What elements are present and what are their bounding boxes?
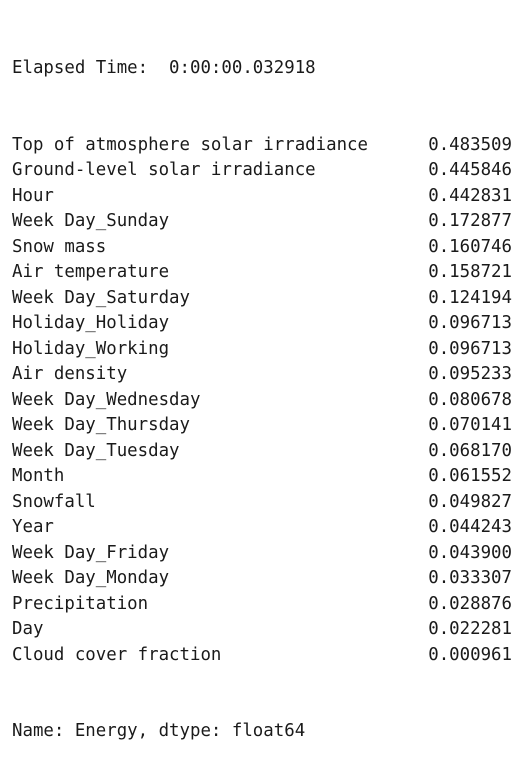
series-row: Week Day_Friday 0.043900 (12, 541, 512, 567)
series-row: Snowfall 0.049827 (12, 490, 512, 516)
series-footer: Name: Energy, dtype: float64 (12, 721, 306, 741)
series-row-name: Week Day_Monday (12, 568, 170, 588)
series-row-name: Week Day_Friday (12, 542, 170, 563)
series-row-value: 0.160746 (428, 236, 512, 257)
elapsed-time-line: Elapsed Time: 0:00:00.032918 (12, 58, 316, 78)
series-row: Week Day_Saturday 0.124194 (12, 286, 512, 312)
series-row-value: 0.049827 (428, 491, 512, 512)
series-row: Holiday_Working 0.096713 (12, 337, 512, 363)
series-row: Top of atmosphere solar irradiance 0.4835… (12, 133, 512, 159)
series-row-name: Top of atmosphere solar irradiance (12, 134, 368, 155)
series-row: Ground-level solar irradiance 0.445846 (12, 158, 512, 184)
series-row-value: 0.033307 (428, 568, 512, 588)
series-row: Day 0.022281 (12, 617, 512, 643)
series-row-value: 0.022281 (428, 619, 512, 639)
series-row-value: 0.096713 (428, 338, 512, 359)
series-row: Holiday_Holiday 0.096713 (12, 311, 512, 337)
series-row: Week Day_Sunday 0.172877 (12, 209, 512, 235)
series-row-name: Holiday_Holiday (12, 313, 170, 333)
series-row: Precipitation 0.028876 (12, 592, 512, 618)
series-row-value: 0.442831 (428, 185, 512, 206)
series-row-value: 0.483509 (428, 134, 512, 155)
series-row-name: Week Day_Tuesday (12, 440, 180, 461)
series-row-name: Snow mass (12, 236, 107, 257)
series-row-name: Month (12, 466, 65, 486)
series-row-value: 0.158721 (428, 262, 512, 282)
series-row-name: Day (12, 619, 44, 639)
series-row: Week Day_Monday 0.033307 (12, 566, 512, 592)
series-row: Year 0.044243 (12, 515, 512, 541)
series-row-name: Year (12, 517, 54, 537)
series-row-name: Week Day_Saturday (12, 287, 190, 308)
series-row-value: 0.080678 (428, 389, 512, 410)
series-row: Air density 0.095233 (12, 362, 512, 388)
series-row: Week Day_Thursday 0.070141 (12, 413, 512, 439)
series-row-name: Week Day_Sunday (12, 211, 170, 231)
series-row: Hour 0.442831 (12, 184, 512, 210)
series-row: Snow mass 0.160746 (12, 235, 512, 261)
series-row-value: 0.028876 (428, 593, 512, 614)
series-row-name: Week Day_Thursday (12, 415, 190, 435)
series-row-name: Ground-level solar irradiance (12, 160, 316, 180)
series-row-name: Hour (12, 185, 54, 206)
series-row-name: Precipitation (12, 593, 149, 614)
series-rows: Top of atmosphere solar irradiance 0.4835… (12, 133, 512, 669)
series-row: Week Day_Tuesday 0.068170 (12, 439, 512, 465)
series-row-value: 0.445846 (428, 160, 512, 180)
console-output: Elapsed Time: 0:00:00.032918 Top of atmo… (12, 5, 512, 770)
series-row-value: 0.070141 (428, 415, 512, 435)
series-row-value: 0.172877 (428, 211, 512, 231)
series-row: Week Day_Wednesday 0.080678 (12, 388, 512, 414)
series-row-name: Week Day_Wednesday (12, 389, 201, 410)
series-row-name: Cloud cover fraction (12, 644, 222, 665)
series-row-name: Holiday_Working (12, 338, 170, 359)
series-row-value: 0.061552 (428, 466, 512, 486)
series-row-name: Air density (12, 364, 128, 384)
series-row-value: 0.124194 (428, 287, 512, 308)
series-row-value: 0.044243 (428, 517, 512, 537)
series-row-value: 0.043900 (428, 542, 512, 563)
series-row-value: 0.096713 (428, 313, 512, 333)
series-row-value: 0.095233 (428, 364, 512, 384)
series-row-name: Snowfall (12, 491, 96, 512)
series-row-value: 0.068170 (428, 440, 512, 461)
series-row-value: 0.000961 (428, 644, 512, 665)
series-row: Cloud cover fraction 0.000961 (12, 643, 512, 669)
series-row: Air temperature 0.158721 (12, 260, 512, 286)
series-row: Month 0.061552 (12, 464, 512, 490)
series-row-name: Air temperature (12, 262, 170, 282)
